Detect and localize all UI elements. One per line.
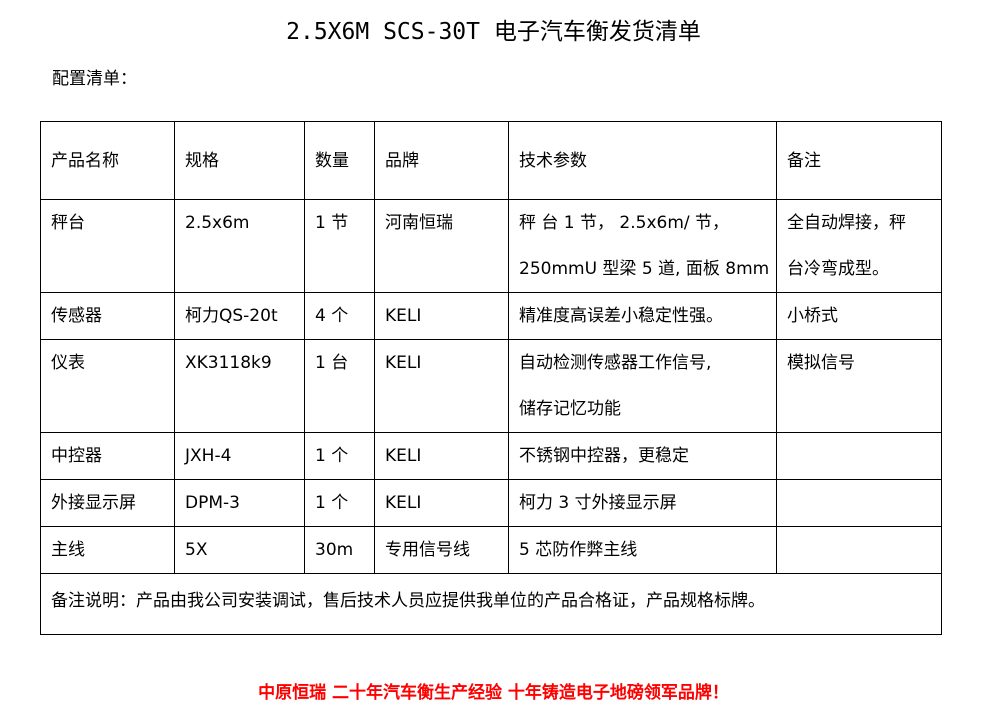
section-label: 配置清单： (52, 69, 137, 89)
table-header-row: 产品名称 规格 数量 品牌 技术参数 备注 (40, 121, 942, 200)
table-row: 中控器 JXH-4 1 个 KELI 不锈钢中控器，更稳定 (40, 432, 942, 480)
note-row: 备注说明：产品由我公司安装调试，售后技术人员应提供我单位的产品合格证，产品规格标… (40, 573, 942, 635)
product-name-cell: 外接显示屏 (40, 479, 175, 527)
quantity-cell: 1 个 (304, 479, 375, 527)
remark-cell: 小桥式 (776, 292, 942, 340)
tech-params-cell-line: 柯力 3 寸外接显示屏 (519, 493, 677, 513)
brand-cell: KELI (374, 432, 509, 480)
remark-cell: 模拟信号 (776, 339, 942, 433)
quantity-cell: 30m (304, 526, 375, 574)
spec-cell: 5X (174, 526, 305, 574)
remark-cell (776, 479, 942, 527)
header-cell: 品牌 (374, 121, 509, 200)
remark-cell-line: 全自动焊接，秤 (787, 213, 906, 233)
tech-params-cell-line: 储存记忆功能 (519, 399, 621, 419)
remark-cell: 全自动焊接，秤 台冷弯成型。 (776, 199, 942, 293)
tech-params-cell: 柯力 3 寸外接显示屏 (508, 479, 777, 527)
shipping-list-table: 产品名称 规格 数量 品牌 技术参数 备注 秤台 2.5x6m 1 节河南恒瑞秤 台… (40, 121, 942, 635)
product-name-cell: 仪表 (40, 339, 175, 433)
header-cell: 技术参数 (508, 121, 777, 200)
product-name-cell: 中控器 (40, 432, 175, 480)
brand-cell: KELI (374, 479, 509, 527)
quantity-cell: 4 个 (304, 292, 375, 340)
spec-cell: 柯力QS-20t (174, 292, 305, 340)
page-title: 2.5X6M SCS-30T 电子汽车衡发货清单 (286, 19, 701, 45)
table-row: 外接显示屏 DPM-3 1 个 KELI 柯力 3 寸外接显示屏 (40, 479, 942, 527)
remark-cell (776, 432, 942, 480)
table-row: 传感器 柯力QS-20t 4 个 KELI 精准度高误差小稳定性强。 小桥式 (40, 292, 942, 340)
tech-params-cell-line: 秤 台 1 节， 2.5x6m/ 节， (519, 213, 730, 233)
quantity-cell: 1 个 (304, 432, 375, 480)
brand-cell: KELI (374, 339, 509, 433)
quantity-cell: 1 节 (304, 199, 375, 293)
note-text: 备注说明：产品由我公司安装调试，售后技术人员应提供我单位的产品合格证，产品规格标… (40, 573, 942, 635)
tech-params-cell: 不锈钢中控器，更稳定 (508, 432, 777, 480)
slogan: 中原恒瑞 二十年汽车衡生产经验 十年铸造电子地磅领军品牌！ (258, 683, 729, 703)
brand-cell: 河南恒瑞 (374, 199, 509, 293)
tech-params-cell: 5 芯防作弊主线 (508, 526, 777, 574)
tech-params-cell-line: 5 芯防作弊主线 (519, 540, 638, 560)
spec-cell: XK3118k9 (174, 339, 305, 433)
header-cell: 数量 (304, 121, 375, 200)
tech-params-cell-line: 精准度高误差小稳定性强。 (519, 306, 723, 326)
header-cell: 备注 (776, 121, 942, 200)
remark-cell-line: 模拟信号 (787, 353, 855, 373)
table-row: 仪表 XK3118k9 1 台 KELI 自动检测传感器工作信号, 储存记忆功能 模拟信号 (40, 339, 942, 433)
header-cell: 产品名称 (40, 121, 175, 200)
brand-cell: KELI (374, 292, 509, 340)
product-name-cell: 主线 (40, 526, 175, 574)
brand-cell: 专用信号线 (374, 526, 509, 574)
product-name-cell: 传感器 (40, 292, 175, 340)
spec-cell: DPM-3 (174, 479, 305, 527)
spec-cell: JXH-4 (174, 432, 305, 480)
spec-cell: 2.5x6m (174, 199, 305, 293)
header-cell: 规格 (174, 121, 305, 200)
tech-params-cell-line: 250mmU 型梁 5 道, 面板 8mm (519, 259, 770, 279)
remark-cell-line: 小桥式 (787, 306, 838, 326)
tech-params-cell: 自动检测传感器工作信号, 储存记忆功能 (508, 339, 777, 433)
table-row: 主线 5X 30m 专用信号线 5 芯防作弊主线 (40, 526, 942, 574)
tech-params-cell-line: 不锈钢中控器，更稳定 (519, 446, 689, 466)
quantity-cell: 1 台 (304, 339, 375, 433)
product-name-cell: 秤台 (40, 199, 175, 293)
tech-params-cell-line: 自动检测传感器工作信号, (519, 353, 712, 373)
tech-params-cell: 秤 台 1 节， 2.5x6m/ 节， 250mmU 型梁 5 道, 面板 8mm (508, 199, 777, 293)
tech-params-cell: 精准度高误差小稳定性强。 (508, 292, 777, 340)
table-row: 秤台 2.5x6m 1 节河南恒瑞秤 台 1 节， 2.5x6m/ 节， 250mmU… (40, 199, 942, 293)
remark-cell-line: 台冷弯成型。 (787, 259, 889, 279)
remark-cell (776, 526, 942, 574)
